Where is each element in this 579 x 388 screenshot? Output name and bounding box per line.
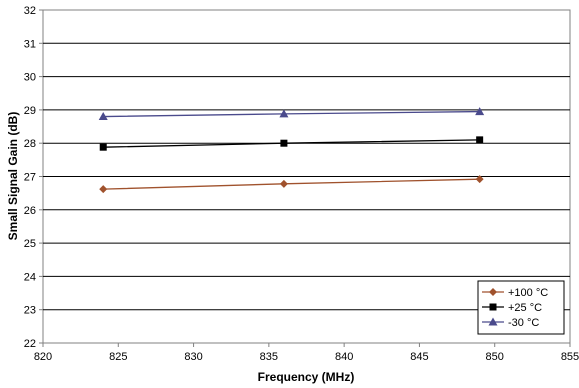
series-1-point-3 bbox=[475, 175, 484, 184]
series-3-point-3 bbox=[475, 107, 485, 116]
x-axis-title: Frequency (MHz) bbox=[258, 370, 355, 384]
legend-items: +100 °C +25 °C -30 °C bbox=[482, 287, 548, 329]
x-axis-ticks: 820 825 830 835 840 845 850 855 bbox=[34, 343, 579, 363]
y-tick-label-29: 29 bbox=[24, 105, 36, 117]
y-axis-title: Small Signal Gain (dB) bbox=[6, 112, 20, 241]
x-tick-label-825: 825 bbox=[109, 351, 127, 363]
series-1 bbox=[99, 175, 484, 194]
legend-label-3: -30 °C bbox=[508, 317, 539, 329]
y-tick-label-26: 26 bbox=[24, 205, 36, 217]
y-tick-label-25: 25 bbox=[24, 238, 36, 250]
y-tick-label-27: 27 bbox=[24, 172, 36, 184]
y-tick-label-22: 22 bbox=[24, 338, 36, 350]
x-tick-label-845: 845 bbox=[410, 351, 428, 363]
x-tick-label-835: 835 bbox=[260, 351, 278, 363]
legend-marker-2 bbox=[489, 303, 497, 311]
series-3 bbox=[98, 107, 485, 121]
x-tick-label-850: 850 bbox=[486, 351, 504, 363]
legend: +100 °C +25 °C -30 °C bbox=[477, 280, 565, 335]
series-3-point-2 bbox=[279, 109, 289, 118]
x-tick-label-855: 855 bbox=[561, 351, 579, 363]
series-layer bbox=[98, 107, 485, 194]
series-2-point-3 bbox=[476, 136, 484, 144]
x-tick-label-820: 820 bbox=[34, 351, 52, 363]
y-tick-label-24: 24 bbox=[24, 271, 36, 283]
series-1-point-1 bbox=[99, 185, 108, 194]
legend-label-2: +25 °C bbox=[508, 302, 542, 314]
legend-label-1: +100 °C bbox=[508, 287, 548, 299]
series-2-point-1 bbox=[99, 143, 107, 151]
series-1-point-2 bbox=[279, 179, 288, 188]
series-3-point-1 bbox=[98, 112, 108, 121]
legend-marker-3 bbox=[488, 317, 498, 326]
y-tick-label-28: 28 bbox=[24, 138, 36, 150]
series-2-point-2 bbox=[280, 139, 288, 147]
y-tick-label-30: 30 bbox=[24, 72, 36, 84]
y-tick-label-31: 31 bbox=[24, 38, 36, 50]
y-axis-ticks: 22 23 24 25 26 27 28 29 30 31 32 bbox=[24, 5, 43, 350]
y-tick-label-32: 32 bbox=[24, 5, 36, 17]
x-tick-label-840: 840 bbox=[335, 351, 353, 363]
series-2 bbox=[99, 136, 484, 151]
y-tick-label-23: 23 bbox=[24, 305, 36, 317]
legend-marker-1 bbox=[489, 288, 497, 296]
x-tick-label-830: 830 bbox=[184, 351, 202, 363]
